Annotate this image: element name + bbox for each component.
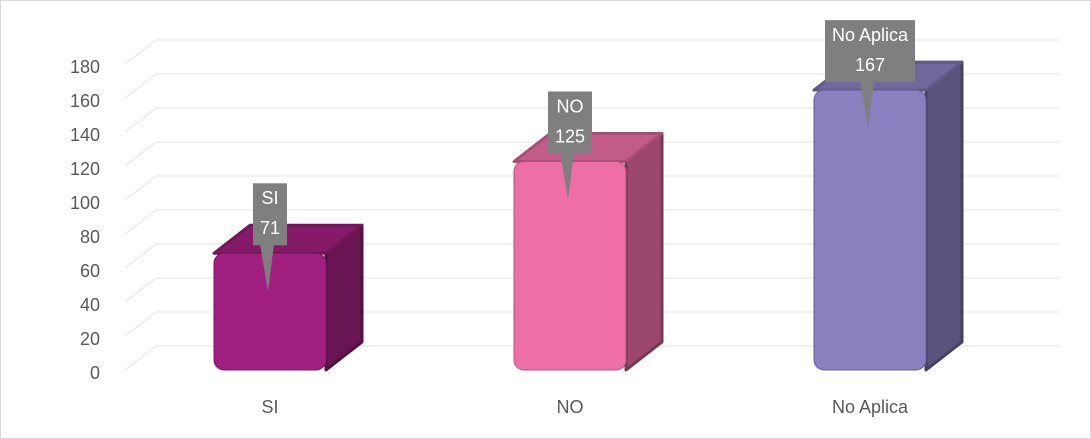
data-label: No Aplica 167 — [824, 20, 916, 129]
grid-line — [124, 107, 1060, 133]
callout-box — [824, 20, 916, 83]
data-label-name: NO — [557, 96, 584, 116]
data-label-name: SI — [261, 188, 278, 208]
callout-pointer — [860, 81, 874, 129]
grid-line — [124, 209, 1060, 235]
grid-line — [124, 175, 1060, 201]
callout-box — [252, 183, 288, 246]
callout-pointer — [560, 152, 574, 200]
grid-line — [124, 73, 1060, 99]
y-tick-label: 40 — [80, 295, 100, 315]
bar-front — [813, 89, 927, 371]
bar-front — [513, 161, 627, 371]
bar-side — [624, 132, 664, 372]
grid-line — [124, 243, 1060, 269]
bar — [512, 132, 664, 372]
bar-side — [924, 60, 964, 372]
grid-line — [124, 141, 1060, 167]
data-label-name: No Aplica — [832, 25, 909, 45]
callout-box — [547, 91, 593, 154]
y-tick-label: 140 — [70, 125, 100, 145]
data-label-value: 125 — [555, 126, 585, 146]
y-tick-label: 120 — [70, 159, 100, 179]
data-label-value: 71 — [260, 218, 280, 238]
grid-line — [124, 277, 1060, 303]
y-tick-label: 80 — [80, 227, 100, 247]
data-label-value: 167 — [855, 55, 885, 75]
y-tick-label: 160 — [70, 91, 100, 111]
x-tick-label: NO — [557, 397, 584, 417]
x-tick-label: SI — [261, 397, 278, 417]
data-label: SI 71 — [252, 183, 288, 292]
data-label: NO 125 — [547, 91, 593, 200]
y-tick-label: 180 — [70, 57, 100, 77]
bar — [212, 223, 364, 372]
grid-line — [124, 311, 1060, 337]
y-tick-label: 100 — [70, 193, 100, 213]
y-tick-label: 60 — [80, 261, 100, 281]
x-tick-label: No Aplica — [832, 397, 909, 417]
bar — [812, 60, 964, 372]
y-tick-label: 20 — [80, 329, 100, 349]
grid-line — [124, 39, 1060, 65]
callout-pointer — [260, 244, 274, 292]
grid-line — [124, 345, 1060, 371]
y-tick-label: 0 — [90, 363, 100, 383]
